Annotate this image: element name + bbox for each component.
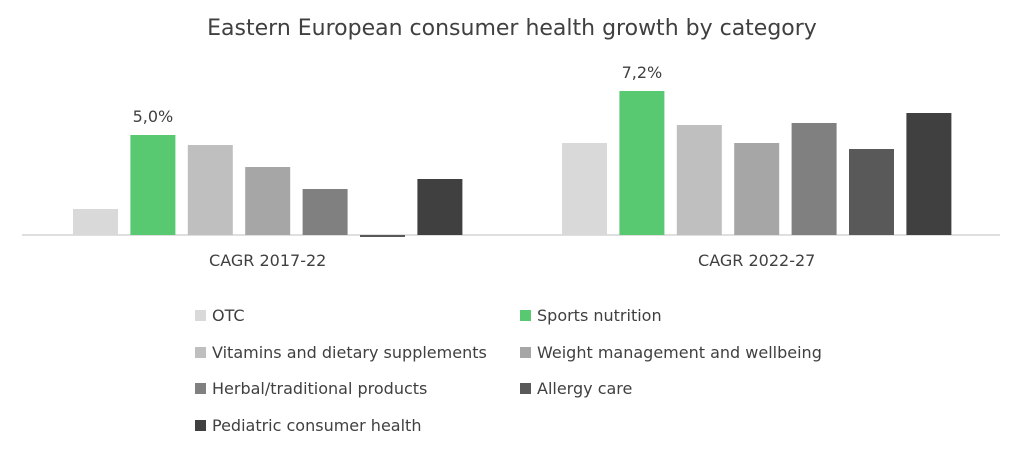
bar-chart: CAGR 2017-22 CAGR 2022-27 5,0% 7,2% [22,63,1000,270]
bar-5-1 [849,149,894,235]
legend-label: Pediatric consumer health [212,415,422,435]
bar-2-1 [676,125,722,235]
bar-2-0 [187,145,233,235]
legend-item: Vitamins and dietary supplements [195,343,487,362]
bar-1-1 [619,91,665,235]
bar-4-0 [302,189,348,235]
x-tick-label: CAGR 2022-27 [698,251,815,270]
legend-label: Weight management and wellbeing [537,342,822,362]
legend-swatch [520,346,531,358]
data-label: 5,0% [133,107,174,126]
bar-0-1 [562,143,607,235]
legend-swatch [195,310,206,321]
legend-label: Herbal/traditional products [212,379,428,398]
legend-swatch [520,310,531,321]
bar-3-0 [245,167,291,235]
legend-label: Sports nutrition [537,306,662,325]
legend-label: Allergy care [537,379,633,398]
legend-item: Weight management and wellbeing [520,343,822,362]
legend-item: Herbal/traditional products [195,379,427,398]
legend-item: Pediatric consumer health [195,416,421,435]
chart-title: Eastern European consumer health growth … [207,16,817,41]
legend-swatch [195,346,206,358]
bar-4-1 [791,123,837,235]
bar-3-1 [734,143,780,235]
bar-0-0 [73,209,118,235]
data-label: 7,2% [622,63,663,82]
legend-swatch [520,383,531,394]
bar-6-1 [906,113,952,235]
legend-label: OTC [212,306,245,325]
legend-swatch [195,419,206,431]
legend-swatch [195,383,206,394]
legend-label: Vitamins and dietary supplements [212,342,487,362]
legend-item: OTC [195,306,245,325]
bar-1-0 [130,135,176,235]
bar-5-0 [360,235,405,237]
legend-item: Sports nutrition [520,306,662,325]
x-tick-label: CAGR 2017-22 [209,251,326,270]
bar-6-0 [417,179,463,235]
legend-item: Allergy care [520,379,632,398]
